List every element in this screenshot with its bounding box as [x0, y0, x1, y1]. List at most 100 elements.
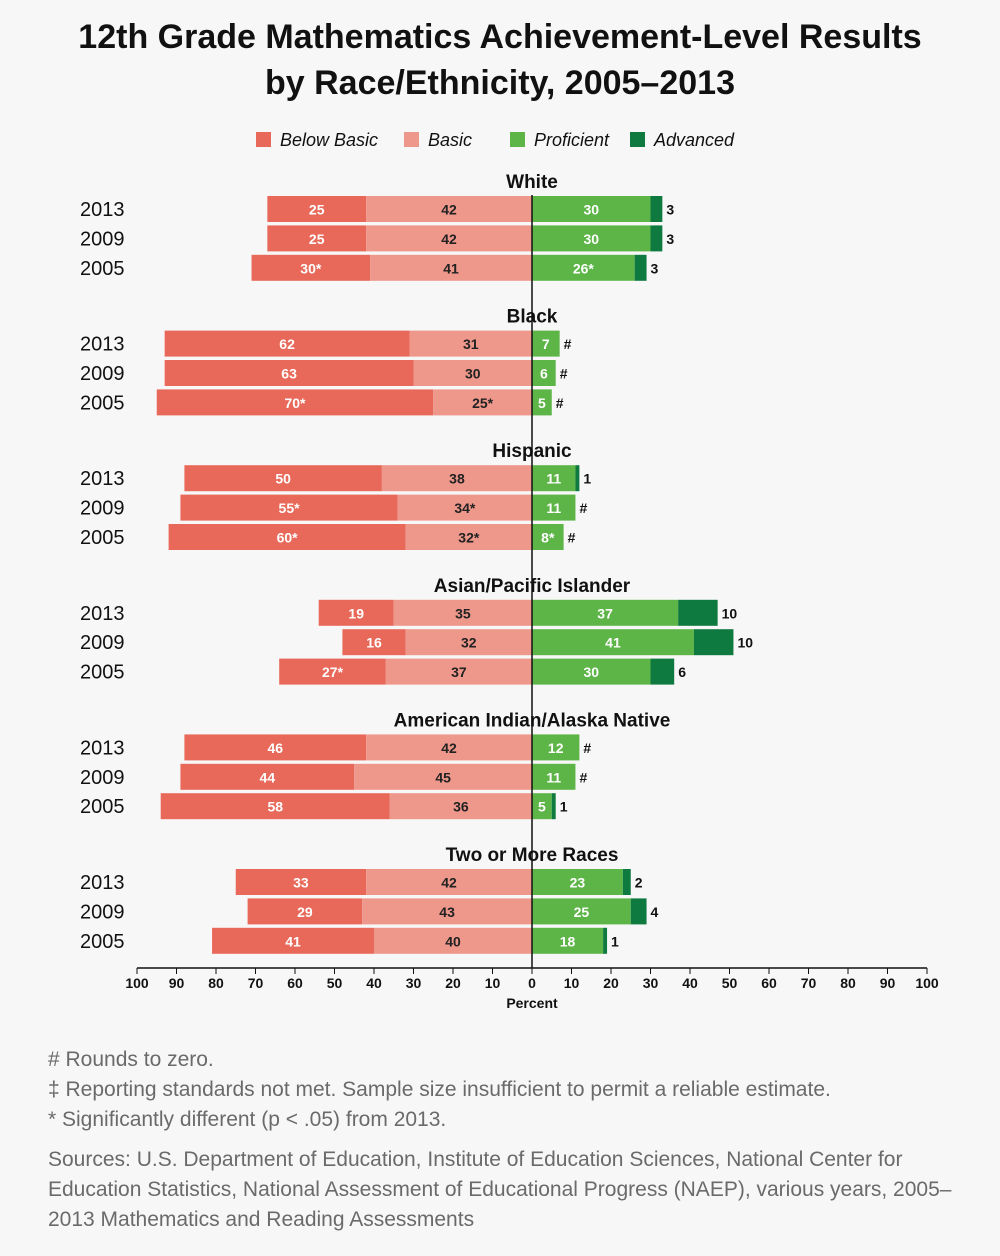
data-label: 2: [635, 875, 643, 891]
legend-label: Basic: [428, 130, 472, 150]
bar-segment: [385, 658, 532, 685]
bar-segment: [650, 196, 663, 222]
bar-segment: [532, 599, 679, 626]
x-tick-label: 100: [915, 975, 939, 991]
bar-segment: [650, 658, 675, 685]
x-tick-label: 30: [406, 975, 422, 991]
year-label: 2013: [80, 199, 125, 221]
x-tick-label: 0: [528, 975, 536, 991]
data-label: 7: [542, 336, 550, 352]
bar-segment: [532, 465, 576, 492]
x-tick-label: 50: [327, 975, 343, 991]
year-label: 2009: [80, 901, 125, 923]
bar-segment: [650, 225, 663, 252]
x-tick-label: 20: [445, 975, 461, 991]
bar-segment: [678, 599, 718, 626]
data-label: #: [564, 336, 572, 352]
data-label: 33: [293, 875, 309, 891]
x-tick-label: 70: [248, 975, 264, 991]
data-label: 30: [583, 664, 599, 680]
data-label: 29: [297, 904, 313, 920]
year-label: 2013: [80, 468, 125, 490]
data-label: 32: [461, 635, 477, 651]
year-label: 2013: [80, 334, 125, 356]
data-label: #: [579, 769, 587, 785]
data-label: 6: [540, 366, 548, 382]
data-label: 30: [583, 202, 599, 218]
legend-swatch: [630, 132, 645, 147]
year-label: 2009: [80, 228, 125, 250]
data-label: 30*: [300, 260, 322, 276]
data-label: 11: [546, 471, 561, 487]
data-label: #: [556, 395, 564, 411]
data-label: 40: [445, 933, 461, 949]
data-label: #: [560, 366, 568, 382]
x-tick-label: 40: [366, 975, 382, 991]
bar-segment: [634, 254, 647, 281]
x-tick-label: 60: [287, 975, 303, 991]
bar-segment: [433, 389, 532, 416]
bar-segment: [362, 898, 532, 925]
data-label: 3: [651, 260, 659, 276]
data-label: 37: [597, 605, 613, 621]
data-label: 19: [348, 605, 364, 621]
x-tick-label: 40: [682, 975, 698, 991]
bar-segment: [532, 793, 552, 820]
bar-segment: [575, 465, 580, 492]
data-label: 37: [451, 664, 467, 680]
x-tick-label: 100: [125, 975, 149, 991]
x-tick-label: 30: [643, 975, 659, 991]
data-label: 11: [546, 500, 561, 516]
bar-segment: [532, 225, 651, 252]
bar-segment: [164, 330, 410, 357]
data-label: #: [583, 740, 591, 756]
data-label: 43: [439, 904, 455, 920]
data-label: 3: [666, 202, 674, 218]
year-label: 2009: [80, 498, 125, 520]
data-label: 32*: [458, 530, 480, 546]
x-tick-label: 70: [801, 975, 817, 991]
bar-segment: [180, 763, 355, 790]
bar-segment: [381, 465, 532, 492]
bar-segment: [603, 927, 608, 954]
achievement-chart: Below Basic Basic Proficient Advanced White 2…: [80, 130, 939, 1011]
footnote-rounds-to-zero: # Rounds to zero.: [48, 1048, 214, 1071]
group-label: White: [506, 172, 558, 193]
data-label: 18: [560, 933, 576, 949]
data-label: 5: [538, 395, 546, 411]
data-label: 42: [441, 875, 457, 891]
data-label: 1: [611, 933, 619, 949]
data-label: 23: [570, 875, 586, 891]
legend-swatch: [256, 132, 271, 147]
x-tick-label: 20: [603, 975, 619, 991]
bar-segment: [247, 898, 363, 925]
data-label: 50: [275, 471, 291, 487]
data-label: 8*: [541, 530, 555, 546]
bar-segment: [532, 389, 552, 416]
year-label: 2013: [80, 737, 125, 759]
bar-segment: [532, 734, 580, 761]
bar-segment: [405, 524, 532, 550]
bar-segment: [532, 196, 651, 222]
x-tick-label: 90: [880, 975, 896, 991]
data-label: 34*: [454, 500, 476, 516]
chart-title-line-1: 12th Grade Mathematics Achievement-Level…: [78, 18, 922, 56]
bar-segment: [318, 599, 394, 626]
bar-segment: [551, 793, 556, 820]
x-tick-label: 10: [485, 975, 501, 991]
data-label: 41: [443, 260, 459, 276]
data-label: 10: [737, 635, 753, 651]
legend-swatch: [404, 132, 419, 147]
bar-segment: [630, 898, 647, 925]
bar-segment: [374, 927, 532, 954]
bar-segment: [532, 869, 623, 895]
x-tick-label: 80: [208, 975, 224, 991]
bar-segment: [532, 763, 576, 790]
bar-segment: [184, 465, 382, 492]
bar-segment: [366, 734, 532, 761]
data-label: 11: [546, 769, 561, 785]
data-label: 46: [267, 740, 283, 756]
bar-segment: [532, 330, 560, 357]
x-tick-label: 10: [564, 975, 580, 991]
data-label: 36: [453, 799, 469, 815]
